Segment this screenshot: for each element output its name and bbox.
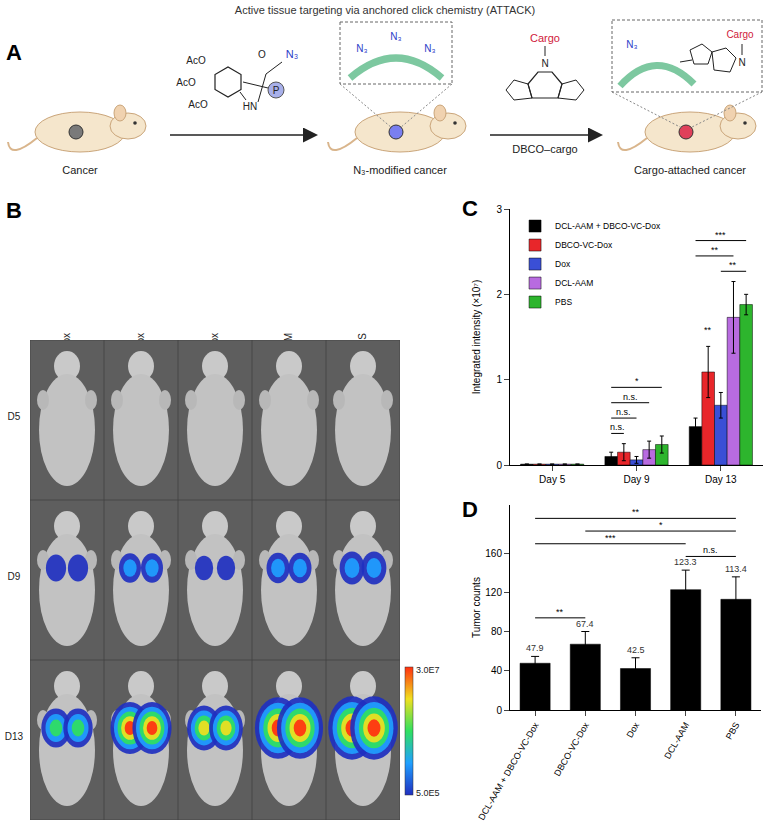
svg-text:Day 9: Day 9 [623, 474, 650, 485]
svg-text:N: N [738, 57, 745, 68]
html-text:A: A [6, 40, 22, 65]
svg-text:113.4: 113.4 [725, 564, 747, 574]
svg-text:*: * [635, 376, 639, 386]
svg-text:Dox: Dox [555, 259, 571, 269]
svg-text:Cargo-attached cancer: Cargo-attached cancer [634, 164, 746, 176]
svg-text:47.9: 47.9 [526, 643, 544, 653]
svg-text:DCL-AAM + DBCO-VC-Dox: DCL-AAM + DBCO-VC-Dox [555, 221, 661, 231]
svg-text:N₃: N₃ [626, 39, 637, 50]
svg-text:3.0E7: 3.0E7 [416, 665, 440, 675]
svg-text:2: 2 [496, 289, 502, 300]
svg-text:42.5: 42.5 [627, 645, 645, 655]
svg-text:D13: D13 [5, 731, 24, 742]
html-text:C: C [462, 196, 478, 221]
svg-text:***: *** [715, 230, 726, 240]
svg-text:N₃: N₃ [356, 43, 367, 54]
svg-text:N₃: N₃ [390, 31, 401, 42]
svg-text:n.s.: n.s. [616, 407, 631, 417]
svg-text:Day 5: Day 5 [539, 474, 566, 485]
svg-text:120: 120 [485, 587, 502, 598]
svg-text:Cancer: Cancer [62, 164, 98, 176]
svg-text:DCL-AAM + DBCO-VC-Dox: DCL-AAM + DBCO-VC-Dox [476, 720, 541, 822]
svg-text:Tumor counts: Tumor counts [471, 577, 482, 638]
svg-text:123.3: 123.3 [674, 557, 697, 567]
svg-text:**: ** [711, 245, 719, 255]
svg-text:Active tissue targeting via an: Active tissue targeting via anchored cli… [235, 4, 535, 16]
svg-text:80: 80 [491, 626, 503, 637]
svg-text:PBS: PBS [724, 721, 742, 742]
svg-text:**: ** [704, 325, 712, 335]
svg-text:N: N [541, 58, 548, 69]
svg-text:N₃-modified cancer: N₃-modified cancer [353, 164, 447, 176]
svg-text:40: 40 [491, 665, 503, 676]
svg-text:n.s.: n.s. [610, 422, 625, 432]
svg-text:**: ** [729, 260, 737, 270]
svg-text:1: 1 [496, 374, 502, 385]
svg-text:DBCO-VC-Dox: DBCO-VC-Dox [552, 720, 591, 778]
html-text:D: D [462, 497, 478, 522]
html-text:B: B [6, 198, 22, 223]
svg-text:Dox: Dox [624, 720, 641, 739]
svg-text:**: ** [556, 607, 564, 617]
svg-text:3: 3 [496, 204, 502, 215]
svg-text:0: 0 [496, 460, 502, 471]
svg-text:67.4: 67.4 [576, 619, 594, 629]
svg-text:DCL-AAM: DCL-AAM [555, 278, 593, 288]
svg-text:*: * [659, 520, 663, 530]
svg-text:N₃: N₃ [424, 43, 435, 54]
svg-text:AcO: AcO [176, 77, 196, 88]
svg-text:O: O [258, 49, 266, 60]
svg-text:Day 13: Day 13 [705, 474, 737, 485]
svg-text:0: 0 [496, 705, 502, 716]
svg-text:Cargo: Cargo [530, 32, 560, 44]
svg-text:160: 160 [485, 548, 502, 559]
svg-text:D5: D5 [8, 411, 21, 422]
svg-text:DBCO–cargo: DBCO–cargo [512, 143, 577, 155]
svg-text:Cargo: Cargo [726, 29, 754, 40]
svg-text:DBCO-VC-Dox: DBCO-VC-Dox [555, 240, 613, 250]
svg-text:***: *** [605, 533, 616, 543]
svg-text:D9: D9 [8, 571, 21, 582]
svg-text:n.s.: n.s. [703, 545, 718, 555]
svg-text:n.s.: n.s. [623, 392, 638, 402]
svg-text:Integrated intensity (×10⁷): Integrated intensity (×10⁷) [471, 280, 482, 395]
svg-text:DCL-AAM: DCL-AAM [662, 721, 691, 761]
svg-text:**: ** [632, 507, 640, 517]
svg-text:P: P [273, 85, 280, 96]
svg-text:HN: HN [243, 101, 257, 112]
svg-text:N₃: N₃ [286, 48, 298, 60]
svg-text:AcO: AcO [188, 99, 208, 110]
svg-text:5.0E5: 5.0E5 [416, 788, 440, 798]
svg-text:AcO: AcO [186, 55, 206, 66]
svg-text:PBS: PBS [555, 297, 572, 307]
